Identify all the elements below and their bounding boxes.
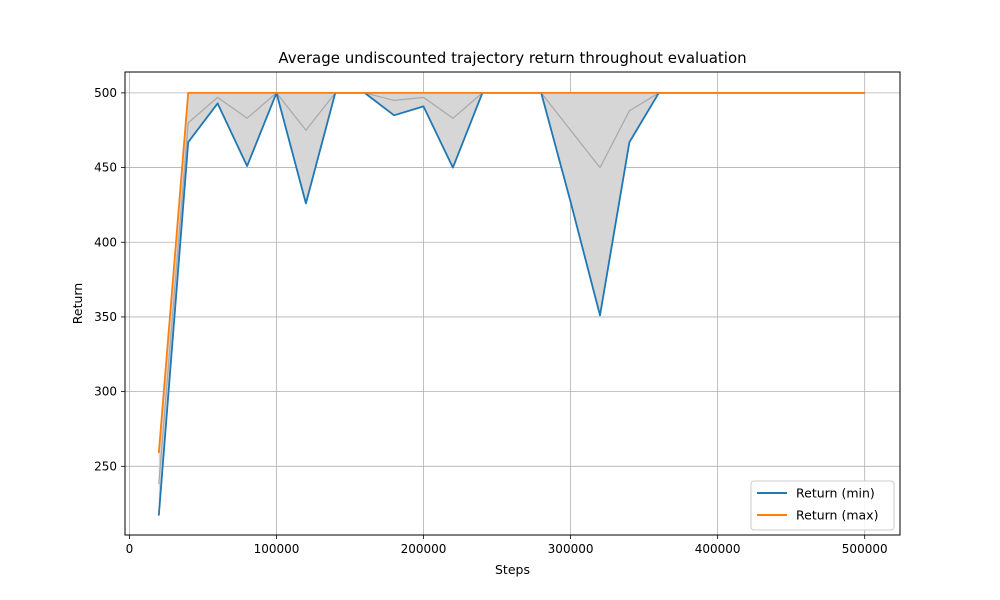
- grid: [125, 72, 900, 535]
- y-tick-label: 400: [94, 235, 117, 249]
- x-tick-label: 200000: [401, 542, 447, 556]
- y-tick-label: 250: [94, 459, 117, 473]
- y-axis-label: Return: [70, 283, 85, 324]
- legend-entry-label: Return (max): [796, 508, 878, 523]
- series-line-max: [157, 92, 865, 453]
- ticks: 0 100000 200000 300000 400000 500000 250 300 350…: [94, 86, 888, 556]
- x-tick-label: 100000: [254, 542, 300, 556]
- y-tick-label: 300: [94, 385, 117, 399]
- y-tick-label: 500: [94, 86, 117, 100]
- series-layer: [157, 92, 865, 516]
- x-tick-label: 500000: [842, 542, 888, 556]
- legend-entry-label: Return (min): [796, 486, 875, 501]
- plot-frame: [124, 71, 901, 536]
- x-tick-label: 0: [126, 542, 134, 556]
- y-tick-label: 450: [94, 161, 117, 175]
- x-tick-label: 300000: [548, 542, 594, 556]
- x-axis-label: Steps: [495, 562, 530, 577]
- y-tick-label: 350: [94, 310, 117, 324]
- x-tick-label: 400000: [695, 542, 741, 556]
- chart-title: Average undiscounted trajectory return t…: [278, 49, 746, 67]
- legend: Return (min) Return (max): [750, 480, 895, 531]
